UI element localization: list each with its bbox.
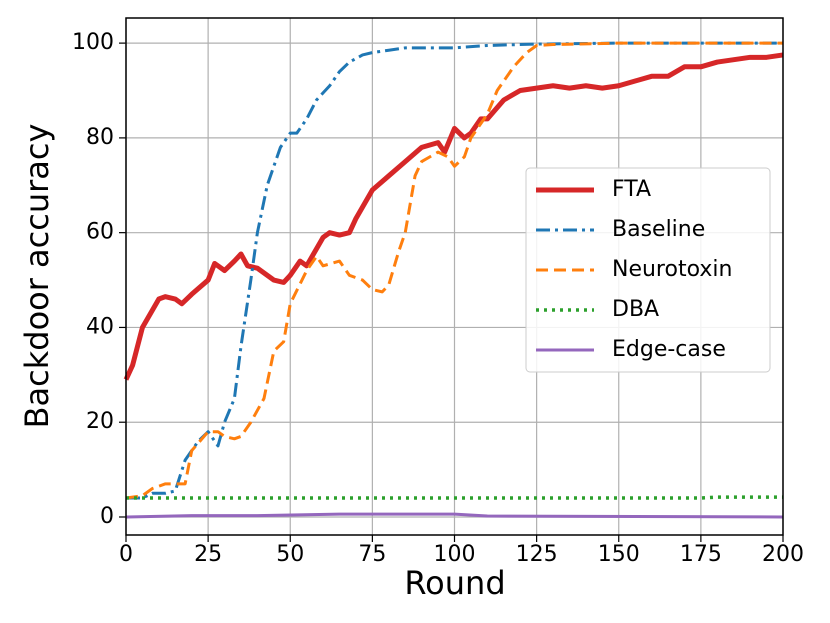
legend-label: FTA <box>612 177 651 202</box>
x-tick-label: 200 <box>762 542 804 567</box>
series-line <box>123 52 784 381</box>
x-tick-label: 25 <box>194 542 222 567</box>
y-tick-label: 100 <box>72 30 114 55</box>
y-tick-label: 80 <box>86 125 114 150</box>
x-tick-label: 150 <box>598 542 640 567</box>
y-axis-label: Backdoor accuracy <box>18 124 56 429</box>
x-tick-label: 75 <box>358 542 386 567</box>
x-tick-label: 50 <box>276 542 304 567</box>
y-tick-label: 40 <box>86 314 114 339</box>
x-tick-label: 175 <box>680 542 722 567</box>
series-line <box>125 41 783 500</box>
legend-label: DBA <box>612 297 659 322</box>
x-tick-label: 0 <box>119 542 133 567</box>
legend-label: Baseline <box>612 217 705 242</box>
x-tick-label: 100 <box>434 542 476 567</box>
y-tick-label: 60 <box>86 220 114 245</box>
y-tick-label: 20 <box>86 409 114 434</box>
plot-frame <box>125 17 784 536</box>
legend-label: Edge-case <box>612 337 726 362</box>
legend-label: Neurotoxin <box>612 257 732 282</box>
legend-box <box>525 167 771 373</box>
series-line <box>126 495 783 500</box>
series-line <box>126 41 783 500</box>
x-tick-label: 125 <box>516 542 558 567</box>
series-line <box>125 512 784 519</box>
y-tick-label: 0 <box>100 504 114 529</box>
x-axis-label: Round <box>404 564 505 602</box>
